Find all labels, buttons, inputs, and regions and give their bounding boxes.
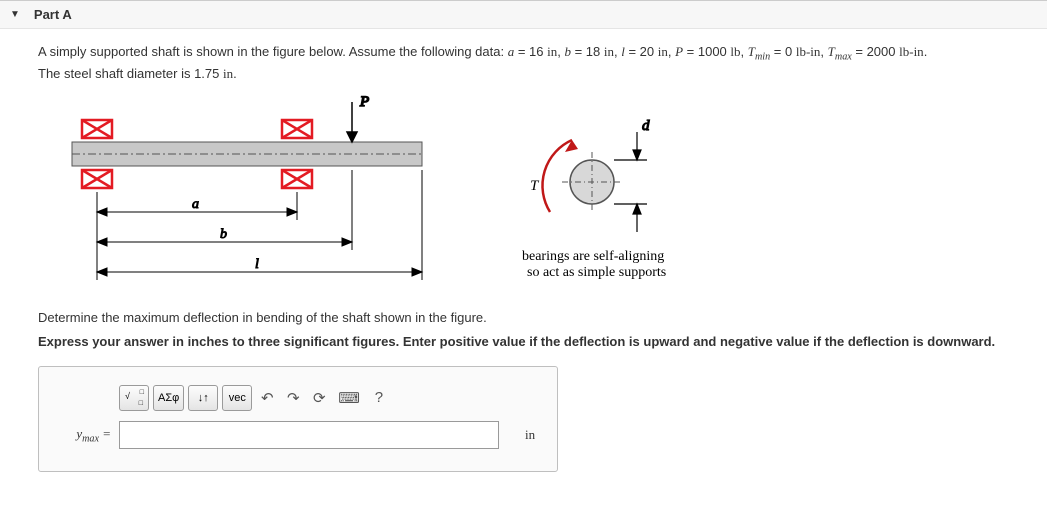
problem-line2: The steel shaft diameter is 1.75 in. [38, 66, 237, 81]
svg-text:T: T [530, 178, 540, 194]
templates-button[interactable]: □√□ [119, 385, 149, 411]
svg-text:b: b [220, 227, 227, 242]
answer-unit: in [525, 427, 535, 443]
help-button[interactable]: ? [368, 385, 390, 411]
problem-statement: A simply supported shaft is shown in the… [38, 43, 1009, 84]
question-text: Determine the maximum deflection in bend… [38, 310, 1009, 325]
greek-button[interactable]: ΑΣφ [153, 385, 184, 411]
shaft-figure: P a b [52, 92, 432, 302]
part-label: Part A [34, 7, 72, 22]
part-header[interactable]: ▼ Part A [0, 0, 1047, 29]
undo-button[interactable]: ↶ [256, 385, 278, 411]
reset-button[interactable]: ⟳ [308, 385, 330, 411]
answer-row: ymax = in [59, 421, 537, 449]
content-area: A simply supported shaft is shown in the… [0, 29, 1047, 482]
svg-text:so act as simple supports: so act as simple supports [527, 265, 666, 280]
svg-text:bearings are self-aligning: bearings are self-aligning [522, 249, 664, 264]
answer-box: □√□ ΑΣφ ↓↑ vec ↶ ↷ ⟳ ⌨ ? ymax = in [38, 366, 558, 472]
redo-button[interactable]: ↷ [282, 385, 304, 411]
svg-text:l: l [255, 257, 259, 272]
answer-input[interactable] [119, 421, 499, 449]
subscript-button[interactable]: ↓↑ [188, 385, 218, 411]
keyboard-button[interactable]: ⌨ [334, 385, 364, 411]
figure-row: P a b [52, 92, 1009, 302]
answer-variable-label: ymax = [59, 426, 111, 445]
vector-button[interactable]: vec [222, 385, 252, 411]
svg-text:P: P [359, 94, 369, 110]
equation-toolbar: □√□ ΑΣφ ↓↑ vec ↶ ↷ ⟳ ⌨ ? [119, 385, 537, 411]
cross-section-figure: T d bearings are self-aligning so act as… [472, 112, 692, 282]
svg-text:d: d [642, 118, 650, 134]
svg-text:a: a [192, 197, 199, 212]
collapse-caret-icon[interactable]: ▼ [10, 9, 20, 20]
problem-line1: A simply supported shaft is shown in the… [38, 44, 927, 59]
answer-instruction: Express your answer in inches to three s… [38, 333, 1009, 352]
